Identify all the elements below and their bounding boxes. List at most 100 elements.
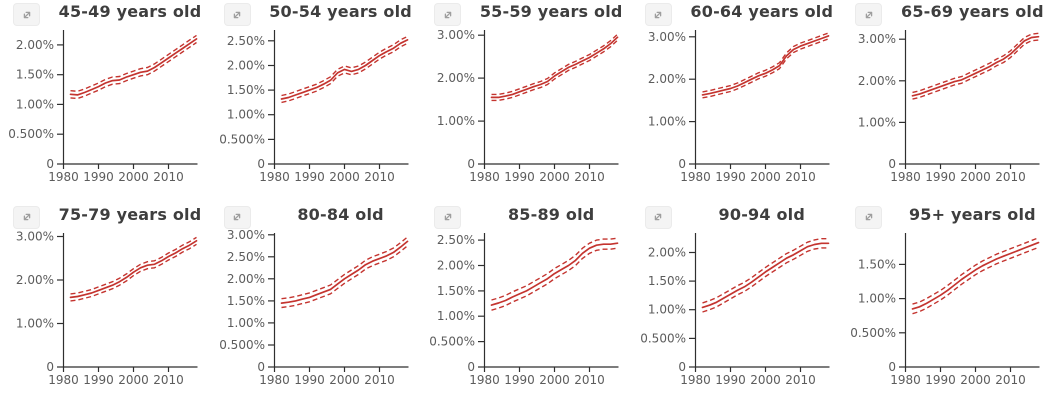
chart-cell: 45-49 years old 0 0.500% 1.00% 1.50% 2.00% 19… [0, 0, 211, 203]
chart-cell: 75-79 years old 0 1.00% 2.00% 3.00% 1980 1990… [0, 203, 211, 405]
chart-title: 45-49 years old [58, 2, 202, 21]
expand-diagonal-arrow-icon [865, 11, 873, 18]
series-upper-ci-line [281, 235, 408, 299]
x-axis: 1980 1990 2000 2010 [469, 365, 619, 387]
y-tick-label: 1.50% [648, 274, 686, 288]
y-tick-label: 3.00% [437, 28, 475, 42]
expand-diagonal-arrow-icon [23, 213, 30, 221]
y-tick-label: 2.00% [648, 245, 686, 259]
y-tick-label: 0.500% [8, 127, 54, 141]
chart-title: 60-64 years old [690, 2, 834, 21]
expand-chart-button[interactable] [855, 3, 883, 26]
x-tick-label: 1990 [715, 373, 746, 387]
y-axis: 0 1.00% 2.00% 3.00% [648, 30, 696, 171]
y-tick-label: 1.00% [226, 108, 264, 122]
x-tick-label: 1990 [926, 373, 957, 387]
expand-chart-button[interactable] [434, 205, 462, 229]
x-tick-label: 1980 [48, 170, 79, 184]
y-tick-label: 2.00% [858, 74, 896, 88]
expand-chart-button[interactable] [434, 3, 462, 26]
expand-chart-button[interactable] [13, 205, 40, 229]
chart-canvas: 0 0.500% 1.00% 1.50% 1980 1990 2000 2010 [851, 232, 1040, 387]
y-axis: 0 0.500% 1.00% 1.50% 2.00% [640, 232, 696, 374]
y-tick-label: 1.00% [437, 309, 475, 323]
series-central-line [69, 38, 198, 96]
chart-canvas: 0 1.00% 2.00% 3.00% 1980 1990 2000 2010 [648, 30, 830, 184]
series-upper-ci-line [491, 33, 619, 96]
x-tick-label: 2000 [329, 170, 360, 184]
x-tick-label: 1980 [680, 170, 711, 184]
y-tick-label: 0.500% [219, 338, 265, 352]
y-tick-label: 3.00% [16, 229, 54, 243]
y-tick-label: 0.500% [429, 334, 475, 348]
series-central-line [912, 35, 1040, 97]
y-tick-label: 2.00% [437, 258, 475, 272]
chart-title: 65-69 years old [901, 2, 1044, 21]
x-tick-label: 1990 [504, 170, 535, 184]
y-tick-label: 1.50% [16, 68, 54, 82]
y-tick-label: 1.50% [226, 293, 264, 307]
y-tick-label: 2.00% [437, 71, 475, 85]
y-tick-label: 1.00% [858, 291, 896, 305]
y-tick-label: 0 [468, 360, 476, 374]
x-tick-label: 2010 [996, 373, 1027, 387]
series-lower-ci-line [912, 246, 1040, 314]
x-tick-label: 1980 [469, 373, 500, 387]
y-axis: 0 0.500% 1.00% 1.50% [851, 232, 907, 374]
y-axis: 0 0.500% 1.00% 1.50% 2.00% 2.50% 3.00% [219, 227, 275, 374]
y-tick-label: 0 [257, 360, 265, 374]
y-tick-label: 2.00% [648, 72, 686, 86]
x-tick-label: 2010 [785, 170, 816, 184]
x-tick-label: 2010 [785, 373, 816, 387]
y-axis: 0 0.500% 1.00% 1.50% 2.00% 2.50% [429, 232, 486, 374]
series-central-line [912, 241, 1040, 310]
chart-canvas: 0 0.500% 1.00% 1.50% 2.00% 2.50% 1980 1990 2000 2… [429, 232, 619, 387]
y-tick-label: 3.00% [648, 30, 686, 44]
chart-canvas: 0 0.500% 1.00% 1.50% 2.00% 1980 1990 2000 2010 [8, 30, 198, 184]
chart-cell: 85-89 old 0 0.500% 1.00% 1.50% 2.00% 2.50% 198… [421, 203, 632, 405]
y-axis: 0 1.00% 2.00% 3.00% [16, 229, 65, 374]
y-tick-label: 2.00% [16, 38, 54, 52]
y-tick-label: 1.50% [437, 283, 475, 297]
x-tick-label: 1980 [469, 170, 500, 184]
expand-diagonal-arrow-icon [444, 11, 451, 18]
y-tick-label: 2.50% [226, 34, 264, 48]
expand-chart-button[interactable] [223, 205, 251, 229]
expand-chart-button[interactable] [223, 3, 251, 26]
x-tick-label: 2000 [750, 170, 781, 184]
series-lower-ci-line [702, 246, 829, 313]
series-upper-ci-line [912, 32, 1039, 94]
x-axis: 1980 1990 2000 2010 [48, 163, 198, 184]
y-tick-label: 0 [46, 360, 54, 374]
series-central-line [701, 241, 830, 308]
chart-cell: 80-84 old 0 0.500% 1.00% 1.50% 2.00% 2.50% 3.0… [211, 203, 422, 405]
x-axis: 1980 1990 2000 2010 [259, 163, 409, 184]
y-tick-label: 0 [889, 360, 897, 374]
expand-chart-button[interactable] [644, 3, 672, 26]
y-tick-label: 2.50% [437, 233, 475, 247]
chart-canvas: 0 1.00% 2.00% 3.00% 1980 1990 2000 2010 [16, 229, 198, 387]
x-tick-label: 1980 [259, 170, 290, 184]
y-tick-label: 1.00% [226, 315, 264, 329]
x-tick-label: 1980 [891, 170, 922, 184]
expand-chart-button[interactable] [13, 3, 40, 26]
x-tick-label: 2000 [961, 373, 992, 387]
x-tick-label: 1990 [926, 170, 957, 184]
series-central-line [280, 240, 408, 304]
chart-title: 75-79 years old [58, 204, 202, 224]
series-upper-ci-line [70, 236, 197, 295]
expand-chart-button[interactable] [855, 205, 883, 229]
y-tick-label: 0 [678, 360, 686, 374]
y-tick-label: 1.00% [648, 302, 686, 316]
chart-cell: 50-54 years old 0 0.500% 1.00% 1.50% 2.00% 2.… [211, 0, 422, 203]
chart-cell: 65-69 years old 0 1.00% 2.00% 3.00% 1980 1990… [842, 0, 1053, 203]
chart-canvas: 0 0.500% 1.00% 1.50% 2.00% 2.50% 3.00% 1980 1990… [219, 227, 409, 387]
x-tick-label: 1980 [680, 373, 711, 387]
series-upper-ci-line [491, 236, 618, 301]
x-tick-label: 1990 [504, 373, 535, 387]
x-axis: 1980 1990 2000 2010 [891, 163, 1040, 184]
x-axis: 1980 1990 2000 2010 [469, 163, 619, 184]
series-upper-ci-line [70, 34, 197, 93]
expand-chart-button[interactable] [644, 205, 672, 229]
expand-diagonal-arrow-icon [233, 11, 241, 18]
